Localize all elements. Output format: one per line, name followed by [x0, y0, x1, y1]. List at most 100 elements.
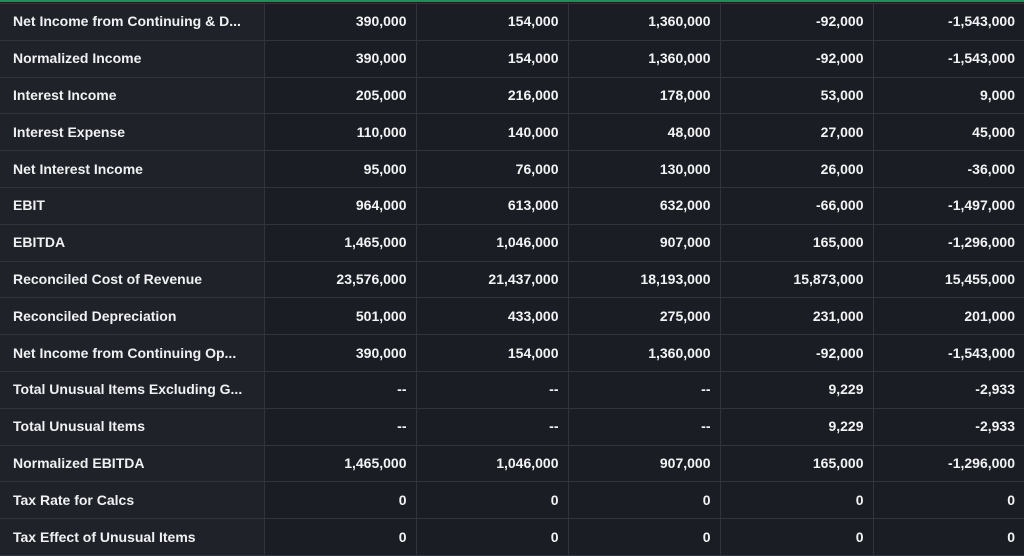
table-cell: 0 — [415, 481, 569, 520]
table-cell: 76,000 — [415, 150, 569, 188]
row-label: Normalized EBITDA — [0, 444, 265, 483]
table-row: Net Income from Continuing & D... 390,00… — [0, 3, 1024, 41]
table-cell: 0 — [567, 481, 721, 520]
table-cell: 1,465,000 — [263, 444, 417, 483]
table-cell: -2,933 — [872, 370, 1024, 409]
row-label: Tax Effect of Unusual Items — [0, 518, 265, 556]
table-row: Normalized Income 390,000 154,000 1,360,… — [0, 39, 1024, 78]
table-cell: 964,000 — [263, 186, 417, 225]
table-cell: 154,000 — [415, 39, 569, 78]
table-cell: 165,000 — [719, 444, 874, 483]
table-cell: 140,000 — [415, 113, 569, 152]
table-cell: 390,000 — [263, 39, 417, 78]
table-cell: 154,000 — [415, 3, 569, 41]
table-cell: 1,046,000 — [415, 444, 569, 483]
table-cell: 390,000 — [263, 334, 417, 372]
table-cell: 390,000 — [263, 3, 417, 41]
table-cell: 1,360,000 — [567, 334, 721, 372]
table-cell: 9,229 — [719, 370, 874, 409]
table-cell: 15,873,000 — [719, 260, 874, 299]
table-cell: 0 — [263, 481, 417, 520]
table-row: Net Interest Income 95,000 76,000 130,00… — [0, 150, 1024, 188]
row-label: Reconciled Cost of Revenue — [0, 260, 265, 299]
table-cell: 201,000 — [872, 297, 1024, 336]
row-label: Total Unusual Items — [0, 407, 265, 446]
table-cell: -92,000 — [719, 39, 874, 78]
table-cell: 48,000 — [567, 113, 721, 152]
table-cell: -92,000 — [719, 334, 874, 372]
table-cell: -- — [415, 407, 569, 446]
table-row: Reconciled Depreciation 501,000 433,000 … — [0, 297, 1024, 336]
row-label: Reconciled Depreciation — [0, 297, 265, 336]
row-label: Normalized Income — [0, 39, 265, 78]
row-label: Net Income from Continuing & D... — [0, 3, 265, 41]
table-cell: 205,000 — [263, 76, 417, 115]
table-cell: 1,465,000 — [263, 223, 417, 262]
table-cell: 907,000 — [567, 223, 721, 262]
table-cell: 433,000 — [415, 297, 569, 336]
row-label: EBITDA — [0, 223, 265, 262]
table-cell: 23,576,000 — [263, 260, 417, 299]
table-cell: 95,000 — [263, 150, 417, 188]
table-cell: -92,000 — [719, 3, 874, 41]
table-cell: 0 — [719, 518, 874, 556]
table-cell: 154,000 — [415, 334, 569, 372]
table-row: Interest Expense 110,000 140,000 48,000 … — [0, 113, 1024, 152]
table-cell: -- — [415, 370, 569, 409]
table-cell: 613,000 — [415, 186, 569, 225]
financials-table-body: Net Income from Continuing & D... 390,00… — [0, 3, 1024, 556]
table-cell: -- — [263, 407, 417, 446]
table-cell: -- — [263, 370, 417, 409]
table-cell: 130,000 — [567, 150, 721, 188]
table-cell: 110,000 — [263, 113, 417, 152]
row-label: Total Unusual Items Excluding G... — [0, 370, 265, 409]
table-cell: 1,360,000 — [567, 39, 721, 78]
table-cell: 0 — [415, 518, 569, 556]
financials-table: Net Income from Continuing & D... 390,00… — [0, 3, 1024, 556]
table-row: Tax Effect of Unusual Items 0 0 0 0 0 — [0, 518, 1024, 556]
table-cell: 165,000 — [719, 223, 874, 262]
table-cell: 0 — [719, 481, 874, 520]
table-row: Total Unusual Items -- -- -- 9,229 -2,93… — [0, 407, 1024, 446]
table-cell: 9,000 — [872, 76, 1024, 115]
table-cell: -1,543,000 — [872, 334, 1024, 372]
row-label: Tax Rate for Calcs — [0, 481, 265, 520]
table-cell: -1,296,000 — [872, 223, 1024, 262]
table-cell: 0 — [872, 481, 1024, 520]
table-cell: 275,000 — [567, 297, 721, 336]
table-cell: 0 — [263, 518, 417, 556]
table-cell: 9,229 — [719, 407, 874, 446]
table-cell: 15,455,000 — [872, 260, 1024, 299]
table-row: Reconciled Cost of Revenue 23,576,000 21… — [0, 260, 1024, 299]
table-cell: -- — [567, 407, 721, 446]
row-label: Net Interest Income — [0, 150, 265, 188]
table-row: Tax Rate for Calcs 0 0 0 0 0 — [0, 481, 1024, 520]
row-label: Net Income from Continuing Op... — [0, 334, 265, 372]
table-cell: -1,543,000 — [872, 3, 1024, 41]
table-cell: 27,000 — [719, 113, 874, 152]
table-cell: -- — [567, 370, 721, 409]
top-accent-bar — [0, 0, 1024, 2]
row-label: EBIT — [0, 186, 265, 225]
table-cell: -36,000 — [872, 150, 1024, 188]
table-cell: 216,000 — [415, 76, 569, 115]
table-cell: 178,000 — [567, 76, 721, 115]
row-label: Interest Expense — [0, 113, 265, 152]
table-cell: 53,000 — [719, 76, 874, 115]
table-cell: -66,000 — [719, 186, 874, 225]
table-cell: 907,000 — [567, 444, 721, 483]
table-cell: 21,437,000 — [415, 260, 569, 299]
financials-table-container: Net Income from Continuing & D... 390,00… — [0, 3, 1024, 556]
table-cell: 0 — [567, 518, 721, 556]
table-cell: 1,360,000 — [567, 3, 721, 41]
table-row: Interest Income 205,000 216,000 178,000 … — [0, 76, 1024, 115]
table-row: Net Income from Continuing Op... 390,000… — [0, 334, 1024, 372]
table-cell: -2,933 — [872, 407, 1024, 446]
table-row: EBIT 964,000 613,000 632,000 -66,000 -1,… — [0, 186, 1024, 225]
table-cell: -1,497,000 — [872, 186, 1024, 225]
table-row: Total Unusual Items Excluding G... -- --… — [0, 370, 1024, 409]
row-label: Interest Income — [0, 76, 265, 115]
table-cell: 231,000 — [719, 297, 874, 336]
table-row: EBITDA 1,465,000 1,046,000 907,000 165,0… — [0, 223, 1024, 262]
table-cell: 1,046,000 — [415, 223, 569, 262]
